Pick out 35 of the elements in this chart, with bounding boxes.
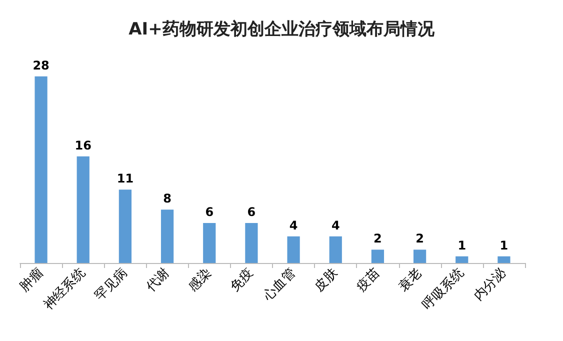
- data-label: 1: [458, 238, 466, 252]
- bar: [498, 256, 510, 263]
- data-label: 28: [32, 58, 50, 72]
- bar: [118, 190, 132, 263]
- data-label: 2: [374, 232, 382, 246]
- x-tick-label: 衰老: [395, 264, 426, 295]
- x-tick-label: 罕见病: [92, 266, 131, 304]
- bar: [456, 256, 468, 263]
- bar: [76, 156, 90, 263]
- x-tick-label: 肿瘤: [16, 264, 46, 295]
- bar: [34, 76, 48, 263]
- bar: [413, 250, 426, 263]
- bar: [203, 223, 216, 263]
- chart-title: AI+药物研发初创企业治疗领域布局情况: [128, 20, 436, 40]
- bar: [371, 250, 384, 263]
- x-tick-label: 代谢: [142, 266, 173, 296]
- data-label: 6: [205, 205, 214, 219]
- data-label: 4: [331, 218, 340, 232]
- x-tick-label: 内分泌: [471, 266, 510, 304]
- x-tick-label: 感染: [186, 266, 215, 295]
- data-label: 1: [500, 238, 508, 252]
- data-label: 6: [247, 205, 256, 219]
- data-label: 11: [116, 172, 134, 186]
- data-label: 2: [416, 232, 424, 246]
- data-label: 16: [74, 138, 92, 152]
- x-tick-label: 免疫: [228, 266, 257, 295]
- data-label: 4: [289, 218, 298, 232]
- bar: [287, 236, 300, 263]
- x-tick-label: 皮肤: [312, 266, 341, 295]
- x-tick-label: 心血管: [259, 264, 299, 305]
- data-label: 8: [163, 192, 172, 206]
- bar: [245, 223, 258, 263]
- bar: [329, 236, 342, 263]
- x-tick-label: 疫苗: [354, 266, 384, 295]
- bar: [160, 210, 174, 263]
